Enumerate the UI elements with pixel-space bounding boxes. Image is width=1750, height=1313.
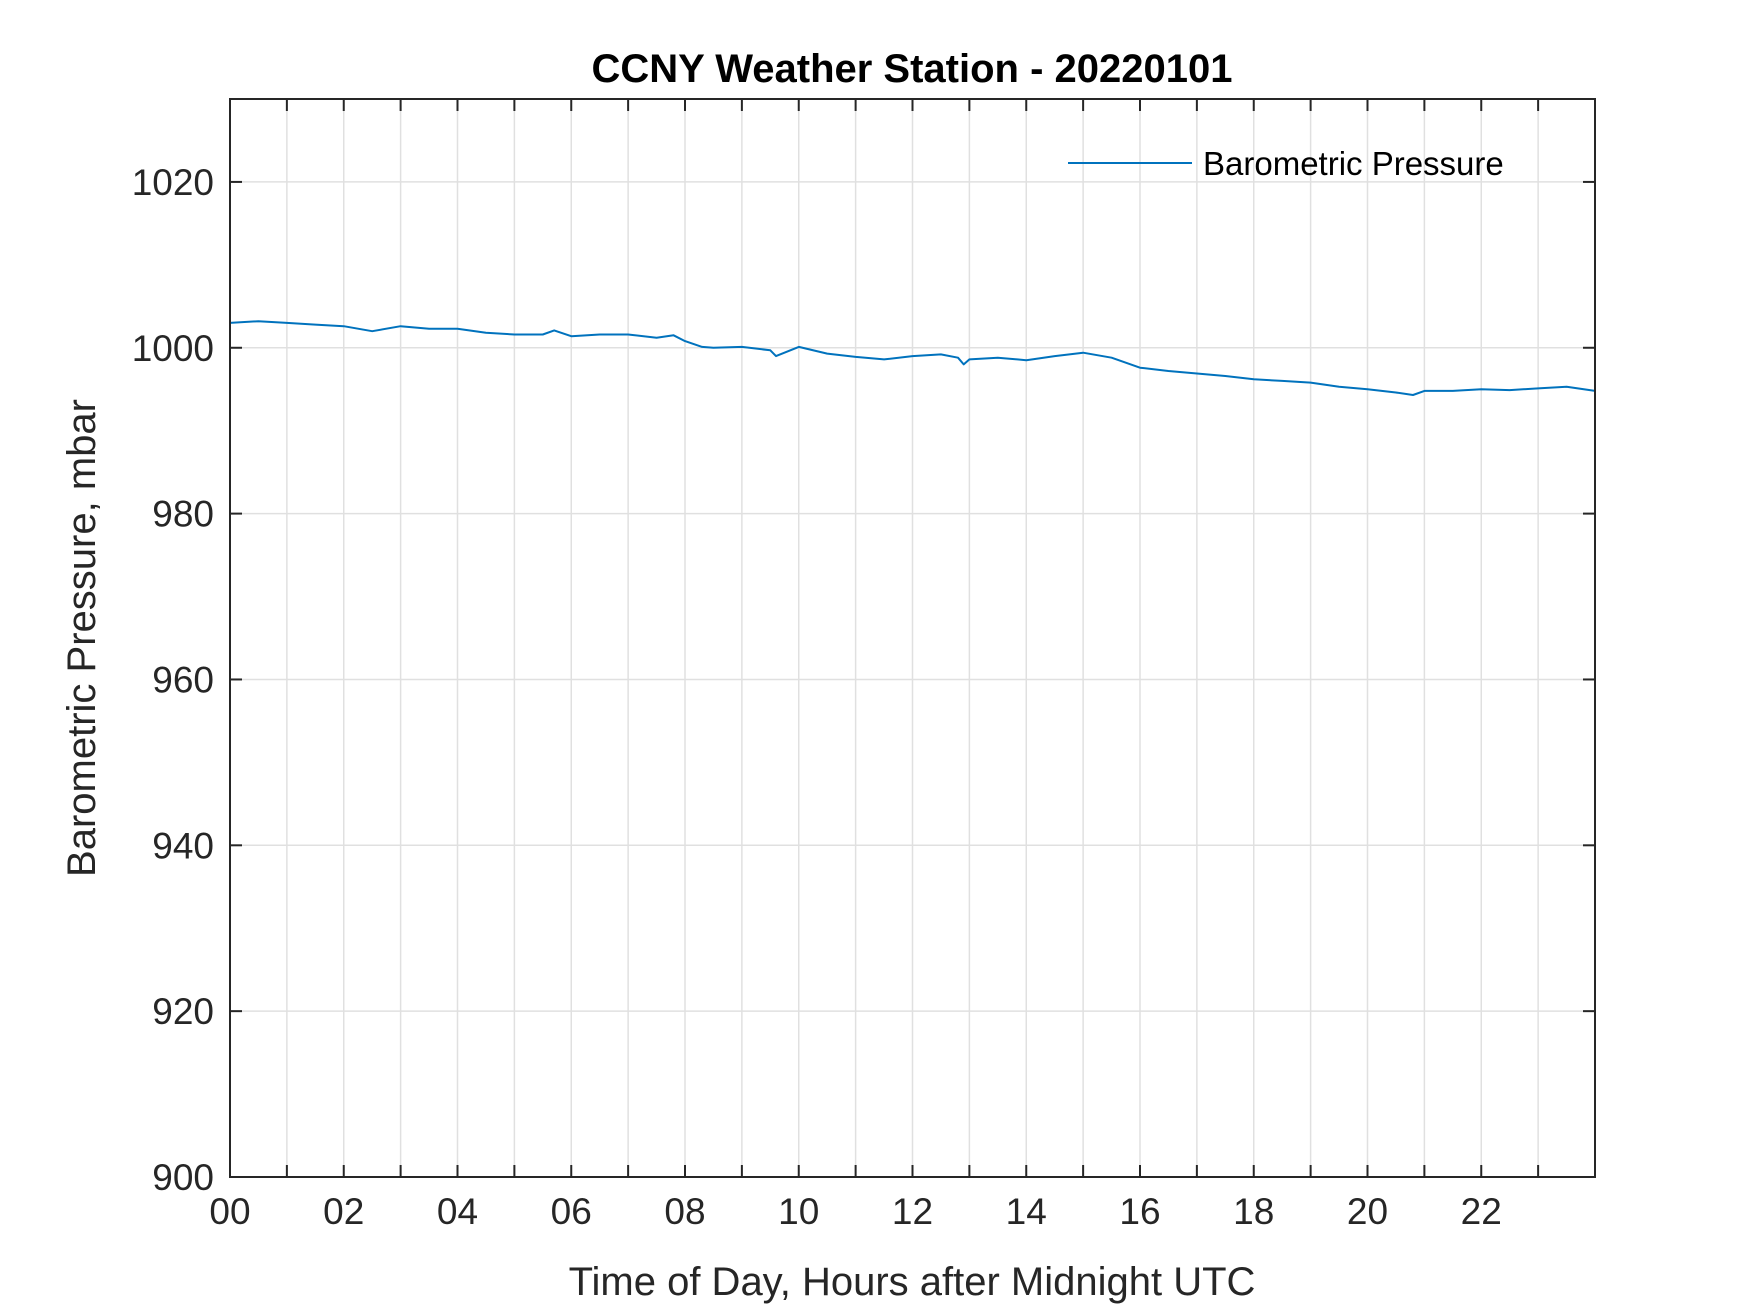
x-tick-label: 10 [778, 1191, 819, 1232]
x-axis-label: Time of Day, Hours after Midnight UTC [569, 1260, 1256, 1304]
y-tick-label: 920 [152, 991, 214, 1032]
y-tick-label: 900 [152, 1157, 214, 1198]
x-tick-label: 22 [1461, 1191, 1502, 1232]
series-line-barometric-pressure [229, 320, 1596, 396]
y-tick-label: 940 [152, 825, 214, 866]
y-tick-label: 980 [152, 494, 214, 535]
y-tick-labels: 900 920 940 960 980 1000 1020 [132, 162, 214, 1198]
y-tick-label: 1000 [132, 328, 214, 369]
legend-label-barometric-pressure: Barometric Pressure [1203, 145, 1504, 182]
x-tick-labels: 00 02 04 06 08 10 12 14 16 18 20 22 [209, 1191, 1501, 1232]
x-tick-label: 06 [551, 1191, 592, 1232]
y-tick-label: 960 [152, 659, 214, 700]
x-tick-label: 04 [437, 1191, 478, 1232]
y-tick-label: 1020 [132, 162, 214, 203]
x-tick-label: 12 [892, 1191, 933, 1232]
grid [230, 99, 1595, 1177]
plot-frame [229, 98, 1596, 1178]
x-tick-label: 18 [1233, 1191, 1274, 1232]
x-tick-label: 16 [1119, 1191, 1160, 1232]
y-axis-label: Barometric Pressure, mbar [60, 399, 104, 877]
axis-ticks [230, 99, 1595, 1178]
x-tick-label: 14 [1006, 1191, 1047, 1232]
x-tick-label: 08 [664, 1191, 705, 1232]
series-group [229, 320, 1596, 396]
x-tick-label: 02 [323, 1191, 364, 1232]
legend: Barometric Pressure [1068, 145, 1504, 182]
x-tick-label: 00 [209, 1191, 250, 1232]
x-tick-label: 20 [1347, 1191, 1388, 1232]
chart-title: CCNY Weather Station - 20220101 [592, 47, 1233, 91]
